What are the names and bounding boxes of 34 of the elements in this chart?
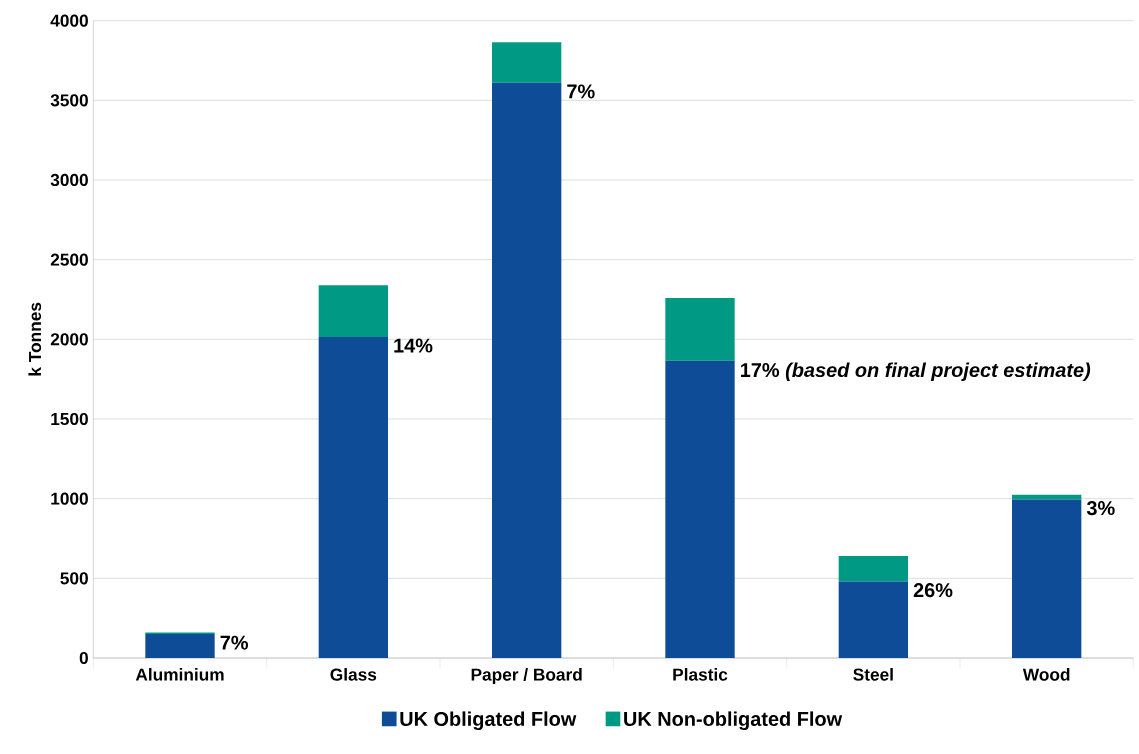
x-tick-label: Glass — [330, 668, 377, 681]
x-tick-label: Plastic — [673, 668, 728, 681]
y-tick-label: 0 — [79, 651, 88, 665]
y-tick-label: 3000 — [50, 173, 88, 187]
annotation: 7% — [220, 635, 248, 650]
bar — [318, 285, 389, 337]
bar — [838, 581, 909, 658]
y-tick-label: 1500 — [51, 412, 88, 426]
x-tick-label: Paper / Board — [471, 668, 582, 685]
bar — [492, 42, 562, 83]
y-axis-title: k Tonnes — [28, 302, 42, 376]
annotation: 3% — [1086, 501, 1115, 516]
bar — [838, 556, 909, 582]
x-tick-label: Steel — [853, 668, 893, 681]
annotation: 7% — [567, 84, 595, 99]
y-tick-label: 500 — [60, 572, 88, 585]
bar — [318, 336, 389, 658]
legend-label: UK Non-obligated Flow — [624, 711, 843, 731]
y-tick-label: 1000 — [51, 492, 88, 505]
bar — [665, 360, 735, 658]
bar — [492, 82, 562, 658]
y-tick-label: 2500 — [50, 253, 88, 266]
bar — [1012, 499, 1082, 658]
legend-label: UK Obligated Flow — [400, 711, 577, 731]
x-tick-label: Wood — [1022, 668, 1070, 681]
y-tick-label: 2000 — [50, 333, 88, 346]
y-tick-label: 4000 — [50, 14, 88, 27]
annotation: 17% (based on final project estimate) — [740, 362, 1091, 381]
annotation: 14% — [394, 338, 433, 353]
annotation: 26% — [913, 583, 953, 598]
y-tick-label: 3500 — [50, 94, 88, 107]
bar — [145, 634, 215, 658]
bar — [665, 297, 735, 361]
x-tick-label: Aluminium — [135, 668, 224, 681]
